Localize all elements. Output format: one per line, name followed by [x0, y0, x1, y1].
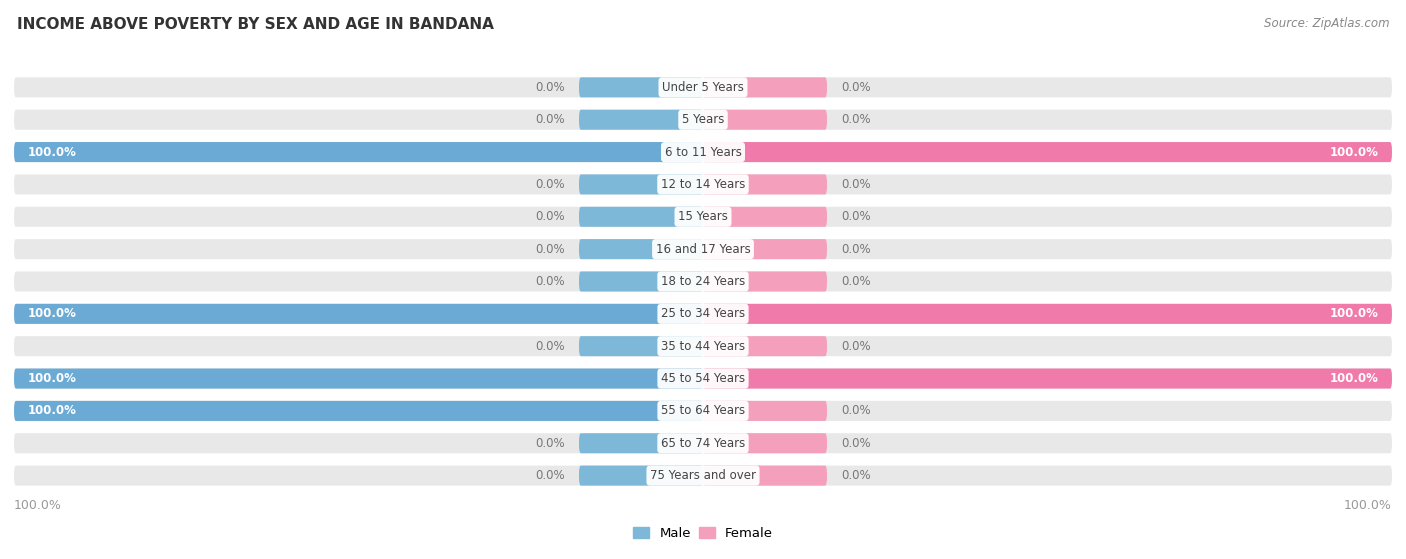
FancyBboxPatch shape	[14, 207, 1392, 227]
Text: 0.0%: 0.0%	[841, 404, 870, 418]
FancyBboxPatch shape	[579, 174, 703, 195]
Text: 0.0%: 0.0%	[841, 340, 870, 353]
Text: 12 to 14 Years: 12 to 14 Years	[661, 178, 745, 191]
Text: 100.0%: 100.0%	[1329, 307, 1378, 320]
Text: 0.0%: 0.0%	[841, 178, 870, 191]
FancyBboxPatch shape	[14, 272, 1392, 291]
Text: 55 to 64 Years: 55 to 64 Years	[661, 404, 745, 418]
FancyBboxPatch shape	[14, 368, 703, 389]
FancyBboxPatch shape	[703, 433, 827, 453]
Text: 0.0%: 0.0%	[841, 113, 870, 126]
Text: 100.0%: 100.0%	[28, 372, 77, 385]
FancyBboxPatch shape	[14, 304, 1392, 324]
FancyBboxPatch shape	[703, 272, 827, 291]
Text: 0.0%: 0.0%	[841, 81, 870, 94]
FancyBboxPatch shape	[14, 304, 703, 324]
Text: 15 Years: 15 Years	[678, 210, 728, 223]
FancyBboxPatch shape	[579, 272, 703, 291]
Text: 6 to 11 Years: 6 to 11 Years	[665, 145, 741, 159]
Text: 35 to 44 Years: 35 to 44 Years	[661, 340, 745, 353]
FancyBboxPatch shape	[14, 336, 1392, 356]
Text: 100.0%: 100.0%	[1329, 372, 1378, 385]
Text: 0.0%: 0.0%	[841, 437, 870, 450]
Legend: Male, Female: Male, Female	[627, 522, 779, 545]
Text: 0.0%: 0.0%	[536, 275, 565, 288]
FancyBboxPatch shape	[579, 110, 703, 130]
FancyBboxPatch shape	[14, 368, 1392, 389]
FancyBboxPatch shape	[14, 466, 1392, 486]
FancyBboxPatch shape	[14, 174, 1392, 195]
Text: 45 to 54 Years: 45 to 54 Years	[661, 372, 745, 385]
FancyBboxPatch shape	[579, 239, 703, 259]
Text: 0.0%: 0.0%	[536, 210, 565, 223]
FancyBboxPatch shape	[14, 142, 703, 162]
Text: 65 to 74 Years: 65 to 74 Years	[661, 437, 745, 450]
Text: 0.0%: 0.0%	[536, 340, 565, 353]
FancyBboxPatch shape	[703, 77, 827, 97]
Text: 25 to 34 Years: 25 to 34 Years	[661, 307, 745, 320]
Text: 0.0%: 0.0%	[536, 243, 565, 255]
Text: 0.0%: 0.0%	[536, 469, 565, 482]
Text: 0.0%: 0.0%	[841, 275, 870, 288]
Text: 100.0%: 100.0%	[1329, 145, 1378, 159]
FancyBboxPatch shape	[579, 466, 703, 486]
Text: 0.0%: 0.0%	[841, 469, 870, 482]
FancyBboxPatch shape	[703, 207, 827, 227]
Text: 100.0%: 100.0%	[1344, 499, 1392, 512]
FancyBboxPatch shape	[703, 110, 827, 130]
Text: 0.0%: 0.0%	[536, 437, 565, 450]
FancyBboxPatch shape	[14, 77, 1392, 97]
Text: 100.0%: 100.0%	[28, 145, 77, 159]
FancyBboxPatch shape	[579, 336, 703, 356]
Text: 0.0%: 0.0%	[536, 113, 565, 126]
FancyBboxPatch shape	[579, 77, 703, 97]
FancyBboxPatch shape	[703, 466, 827, 486]
FancyBboxPatch shape	[703, 336, 827, 356]
Text: 100.0%: 100.0%	[28, 307, 77, 320]
FancyBboxPatch shape	[14, 110, 1392, 130]
Text: INCOME ABOVE POVERTY BY SEX AND AGE IN BANDANA: INCOME ABOVE POVERTY BY SEX AND AGE IN B…	[17, 17, 494, 32]
Text: 100.0%: 100.0%	[14, 499, 62, 512]
FancyBboxPatch shape	[703, 401, 827, 421]
FancyBboxPatch shape	[14, 401, 1392, 421]
FancyBboxPatch shape	[579, 433, 703, 453]
FancyBboxPatch shape	[703, 142, 1392, 162]
Text: 5 Years: 5 Years	[682, 113, 724, 126]
FancyBboxPatch shape	[703, 174, 827, 195]
Text: 0.0%: 0.0%	[841, 210, 870, 223]
Text: Source: ZipAtlas.com: Source: ZipAtlas.com	[1264, 17, 1389, 30]
FancyBboxPatch shape	[703, 239, 827, 259]
Text: 0.0%: 0.0%	[841, 243, 870, 255]
FancyBboxPatch shape	[579, 207, 703, 227]
Text: 18 to 24 Years: 18 to 24 Years	[661, 275, 745, 288]
Text: 16 and 17 Years: 16 and 17 Years	[655, 243, 751, 255]
FancyBboxPatch shape	[14, 433, 1392, 453]
Text: 75 Years and over: 75 Years and over	[650, 469, 756, 482]
FancyBboxPatch shape	[14, 239, 1392, 259]
Text: 100.0%: 100.0%	[28, 404, 77, 418]
FancyBboxPatch shape	[703, 368, 1392, 389]
Text: 0.0%: 0.0%	[536, 81, 565, 94]
FancyBboxPatch shape	[14, 401, 703, 421]
FancyBboxPatch shape	[14, 142, 1392, 162]
Text: 0.0%: 0.0%	[536, 178, 565, 191]
Text: Under 5 Years: Under 5 Years	[662, 81, 744, 94]
FancyBboxPatch shape	[703, 304, 1392, 324]
